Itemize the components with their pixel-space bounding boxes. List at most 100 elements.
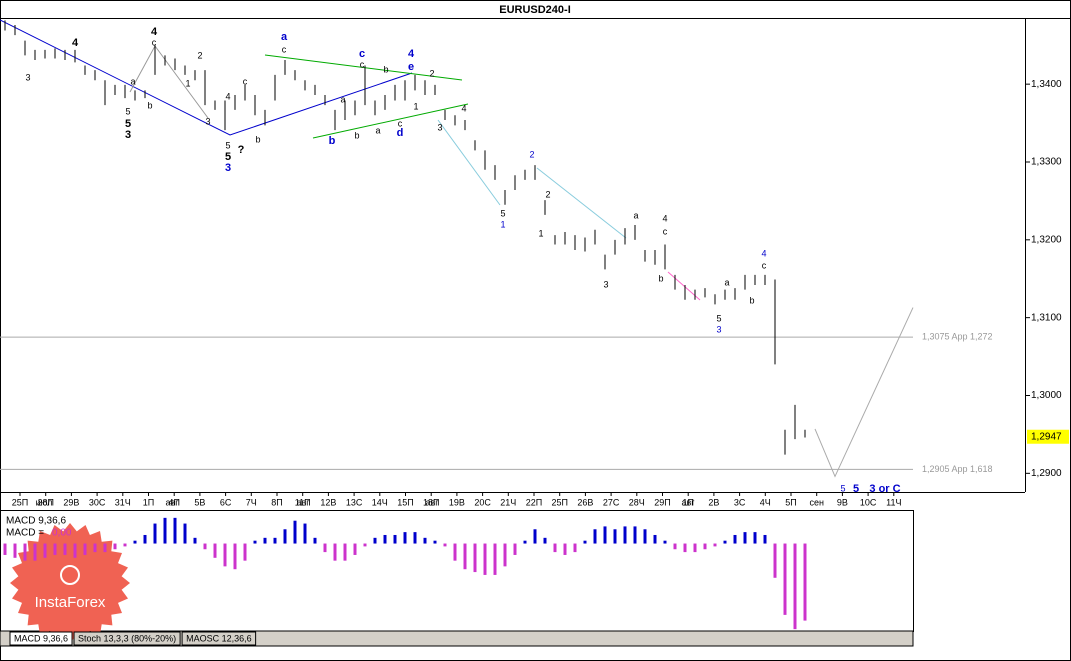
- wave-label: 4: [408, 48, 415, 60]
- x-tick-label: 14Ч: [372, 497, 388, 507]
- tab-label: Stoch 13,3,3 (80%-20%): [78, 633, 176, 643]
- macd-bar: [573, 543, 577, 553]
- macd-bar: [253, 540, 257, 544]
- level-label: 1,2905 App 1,618: [922, 464, 993, 474]
- macd-bar: [323, 543, 327, 553]
- x-tick-label: 11Ч: [886, 497, 901, 507]
- wave-label: b: [329, 135, 336, 147]
- wave-label: 3 or C: [869, 483, 900, 495]
- x-tick-label: 6С: [220, 497, 232, 507]
- wave-label: c: [663, 226, 668, 236]
- wave-label: 5: [716, 313, 721, 323]
- macd-bar: [13, 543, 17, 558]
- macd-bar: [493, 543, 497, 575]
- tab: [9, 631, 73, 646]
- x-tick-label: 7Ч: [246, 497, 257, 507]
- x-tick-label: 26В: [577, 497, 593, 507]
- wave-label: b: [749, 295, 754, 305]
- wave-line: [437, 119, 501, 206]
- wave-line: [536, 167, 627, 239]
- wave-label: 3: [125, 129, 131, 141]
- wave-label: 2: [429, 68, 434, 78]
- forecast-line: [814, 307, 914, 478]
- x-tick-label: 31Ч: [115, 497, 131, 507]
- wave-label: 4: [151, 26, 158, 38]
- wave-label: c: [152, 37, 157, 47]
- macd-bar: [693, 543, 697, 553]
- macd-bar: [583, 540, 587, 544]
- x-tick-label: 12В: [320, 497, 336, 507]
- macd-bar: [473, 543, 477, 573]
- x-tick-label: 18П: [423, 497, 439, 507]
- y-tick-label: 1,3100: [1031, 312, 1062, 323]
- macd-bar: [623, 526, 627, 544]
- macd-bar: [133, 540, 137, 544]
- macd-label: MACD 9,36,6: [6, 516, 66, 527]
- macd-bar: [63, 543, 67, 555]
- x-tick-label: 9В: [837, 497, 848, 507]
- macd-bar: [73, 543, 77, 558]
- macd-bar: [103, 543, 107, 553]
- wave-label: a: [375, 125, 380, 135]
- macd-bar: [273, 537, 277, 544]
- wave-line: [264, 54, 463, 81]
- macd-bar: [23, 543, 27, 561]
- macd-bar: [183, 523, 187, 544]
- wave-label: d: [397, 127, 404, 139]
- wave-label: c: [398, 118, 403, 128]
- x-tick-label: 20С: [474, 497, 491, 507]
- macd-bar: [663, 540, 667, 544]
- wave-label: 4: [461, 103, 466, 113]
- macd-bar: [633, 526, 637, 544]
- macd-bar: [433, 540, 437, 544]
- macd-bar: [543, 537, 547, 544]
- tab: MACD 9,36,6: [9, 631, 73, 646]
- y-tick-label: 1,3200: [1031, 234, 1062, 245]
- x-tick-label: 19В: [449, 497, 465, 507]
- wave-label: 3: [716, 324, 721, 334]
- x-tick-label: 8П: [271, 497, 282, 507]
- wave-label: 5: [840, 483, 845, 493]
- x-tick-label: 1П: [682, 497, 693, 507]
- macd-bar: [743, 532, 747, 544]
- macd-bar: [33, 543, 37, 561]
- macd-bar: [223, 543, 227, 567]
- macd-bar: [773, 543, 777, 578]
- macd-bar: [343, 543, 347, 561]
- macd-bar: [303, 523, 307, 544]
- macd-bar: [793, 543, 797, 630]
- y-tick-label: 1,3000: [1031, 390, 1062, 401]
- macd-bar: [683, 543, 687, 553]
- x-tick-label: 29П: [654, 497, 670, 507]
- macd-bar: [753, 532, 757, 544]
- wave-label: 3: [25, 72, 30, 82]
- wave-label: a: [340, 94, 345, 104]
- x-tick-label: 28П: [37, 497, 53, 507]
- x-tick-label: 1П: [143, 497, 154, 507]
- macd-bar: [313, 537, 317, 544]
- wave-label: b: [354, 130, 359, 140]
- wave-label: 4: [72, 37, 79, 49]
- wave-label: 4: [761, 248, 766, 258]
- y-tick-label: 1,2900: [1031, 468, 1062, 479]
- tab-label: MAOSC 12,36,6: [186, 633, 252, 643]
- x-tick-label: 15П: [397, 497, 413, 507]
- macd-bar: [593, 529, 597, 544]
- macd-bar: [203, 543, 207, 550]
- wave-label: c: [282, 44, 287, 54]
- wave-label: 5: [125, 118, 131, 130]
- y-tick-label: 1,3300: [1031, 157, 1062, 168]
- wave-label: a: [633, 210, 638, 220]
- current-price-label: 1,2947: [1031, 431, 1062, 442]
- macd-bar: [553, 543, 557, 553]
- wave-label: c: [762, 260, 767, 270]
- wave-label: 2: [197, 50, 202, 60]
- macd-bar: [403, 532, 407, 544]
- macd-bar: [143, 534, 147, 544]
- wave-label: 5: [125, 106, 130, 116]
- level-label: 1,3075 App 1,272: [922, 331, 993, 341]
- macd-bar: [383, 534, 387, 544]
- wave-label: 5: [225, 151, 231, 163]
- month-label: авг: [165, 497, 179, 507]
- wave-label: 3: [225, 162, 231, 174]
